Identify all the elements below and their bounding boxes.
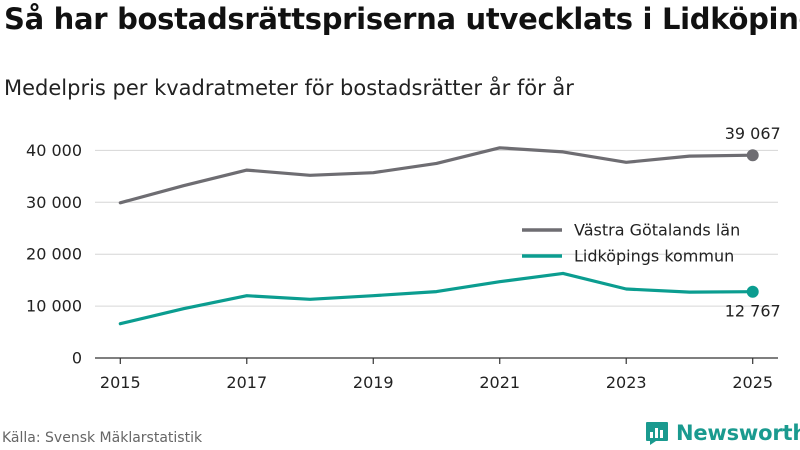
y-tick-label: 20 000 xyxy=(26,245,82,264)
source-note: Källa: Svensk Mäklarstatistik xyxy=(2,430,203,446)
y-tick-label: 30 000 xyxy=(26,193,82,212)
x-tick-label: 2021 xyxy=(479,373,520,392)
y-tick-label: 40 000 xyxy=(26,141,82,160)
end-point-marker xyxy=(746,149,759,162)
x-tick-label: 2019 xyxy=(353,373,394,392)
end-value-label: 39 067 xyxy=(725,124,781,143)
series-line-lidk-pings-kommun xyxy=(118,271,755,326)
chart-subtitle: Medelpris per kvadratmeter för bostadsrä… xyxy=(4,76,574,100)
end-point-marker xyxy=(746,285,759,298)
x-tick-label: 2015 xyxy=(100,373,141,392)
newsworthy-brand: Newsworthy xyxy=(644,420,800,446)
x-tick-label: 2023 xyxy=(606,373,647,392)
x-tick-label: 2017 xyxy=(226,373,267,392)
y-tick-label: 0 xyxy=(72,349,82,368)
legend-label: Lidköpings kommun xyxy=(574,247,734,266)
brand-name: Newsworthy xyxy=(676,421,800,445)
legend-label: Västra Götalands län xyxy=(574,221,740,240)
series-line-v-stra-g-talands-l-n xyxy=(118,146,755,205)
y-tick-label: 10 000 xyxy=(26,297,82,316)
newsworthy-logo-icon xyxy=(646,422,668,445)
chart-title: Så har bostadsrättspriserna utvecklats i… xyxy=(4,2,800,36)
end-value-label: 12 767 xyxy=(725,302,781,321)
x-tick-label: 2025 xyxy=(732,373,773,392)
